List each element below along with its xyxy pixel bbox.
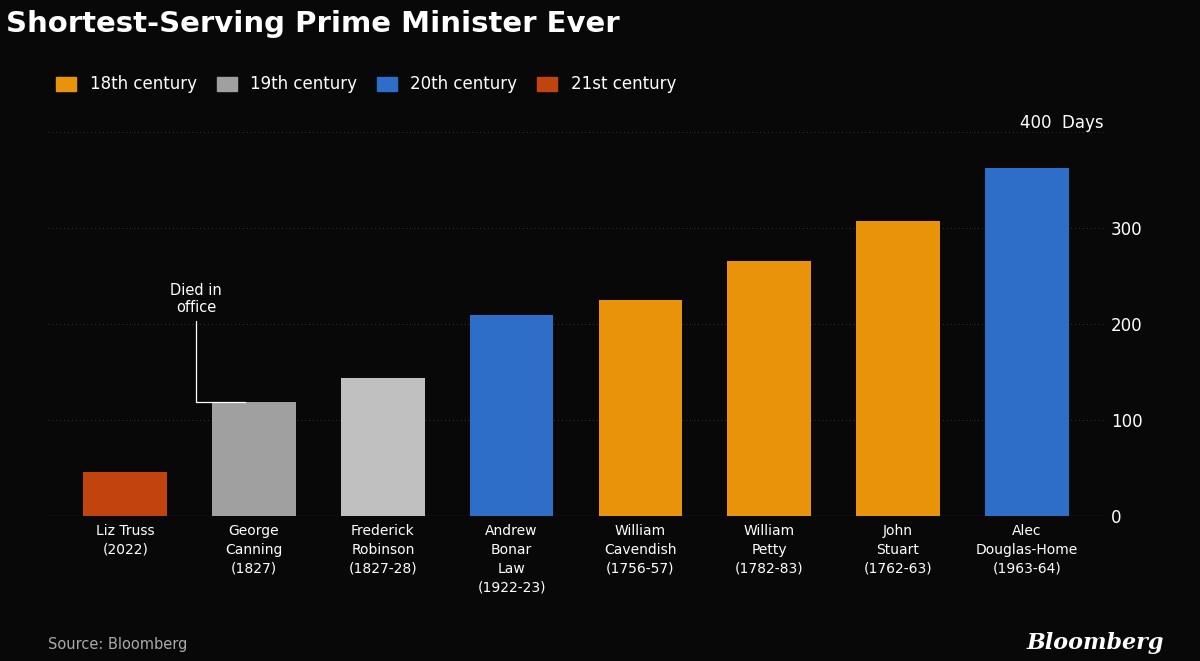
Bar (469, 315, 553, 516)
Bar (985, 168, 1068, 516)
Text: Shortest-Serving Prime Minister Ever: Shortest-Serving Prime Minister Ever (6, 9, 619, 38)
Text: Source: Bloomberg: Source: Bloomberg (48, 637, 187, 652)
Text: Died in
office: Died in office (170, 283, 245, 401)
Bar (212, 401, 296, 516)
Text: 400  Days: 400 Days (1020, 114, 1104, 132)
Text: Bloomberg: Bloomberg (1027, 632, 1164, 654)
Bar (727, 260, 811, 516)
Bar (84, 473, 167, 516)
Bar (856, 221, 940, 516)
Bar (341, 377, 425, 516)
Bar (599, 300, 683, 516)
Legend: 18th century, 19th century, 20th century, 21st century: 18th century, 19th century, 20th century… (56, 75, 676, 93)
